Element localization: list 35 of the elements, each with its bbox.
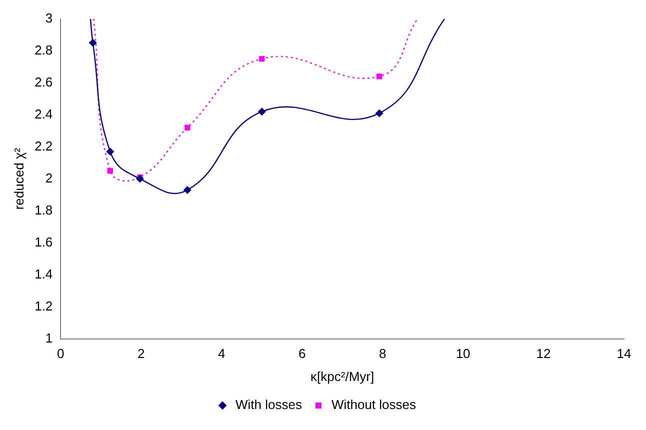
y-tick-label: 1 bbox=[45, 330, 53, 346]
y-tick-label: 2.8 bbox=[34, 42, 53, 58]
y-tick-label: 2.4 bbox=[34, 106, 53, 122]
line-series bbox=[88, 18, 446, 194]
y-tick-label: 1.2 bbox=[34, 298, 53, 314]
point bbox=[88, 38, 97, 47]
y-tick-label: 1.6 bbox=[34, 234, 53, 250]
y-tick-label: 1.8 bbox=[34, 202, 53, 218]
point bbox=[136, 174, 144, 183]
y-tick-label: 1.4 bbox=[34, 266, 53, 282]
y-tick-label: 2 bbox=[45, 170, 53, 186]
point bbox=[375, 109, 384, 118]
point bbox=[376, 74, 382, 80]
x-axis-title: κ[kpc²/Myr] bbox=[310, 368, 374, 384]
x-tick-label: 4 bbox=[218, 346, 226, 362]
x-tick-label: 10 bbox=[456, 346, 470, 362]
line-series bbox=[93, 18, 418, 182]
legend-label: Without losses bbox=[331, 397, 416, 412]
y-tick-label: 2.6 bbox=[34, 74, 53, 90]
x-tick-label: 6 bbox=[298, 346, 306, 362]
x-tick-label: 8 bbox=[378, 346, 386, 362]
point bbox=[183, 186, 192, 194]
point bbox=[184, 124, 190, 130]
y-tick-label: 3 bbox=[45, 10, 53, 26]
y-axis-title: reduced χ² bbox=[11, 147, 26, 210]
y-tick-label: 2.2 bbox=[34, 138, 53, 154]
point bbox=[106, 148, 114, 156]
legend-label: With losses bbox=[236, 397, 302, 412]
point bbox=[259, 56, 265, 62]
point bbox=[258, 108, 266, 116]
x-tick-label: 12 bbox=[536, 346, 551, 362]
x-tick-label: 14 bbox=[616, 346, 632, 362]
x-tick-label: 2 bbox=[138, 346, 145, 362]
x-tick-label: 0 bbox=[57, 346, 64, 362]
point bbox=[107, 168, 113, 174]
